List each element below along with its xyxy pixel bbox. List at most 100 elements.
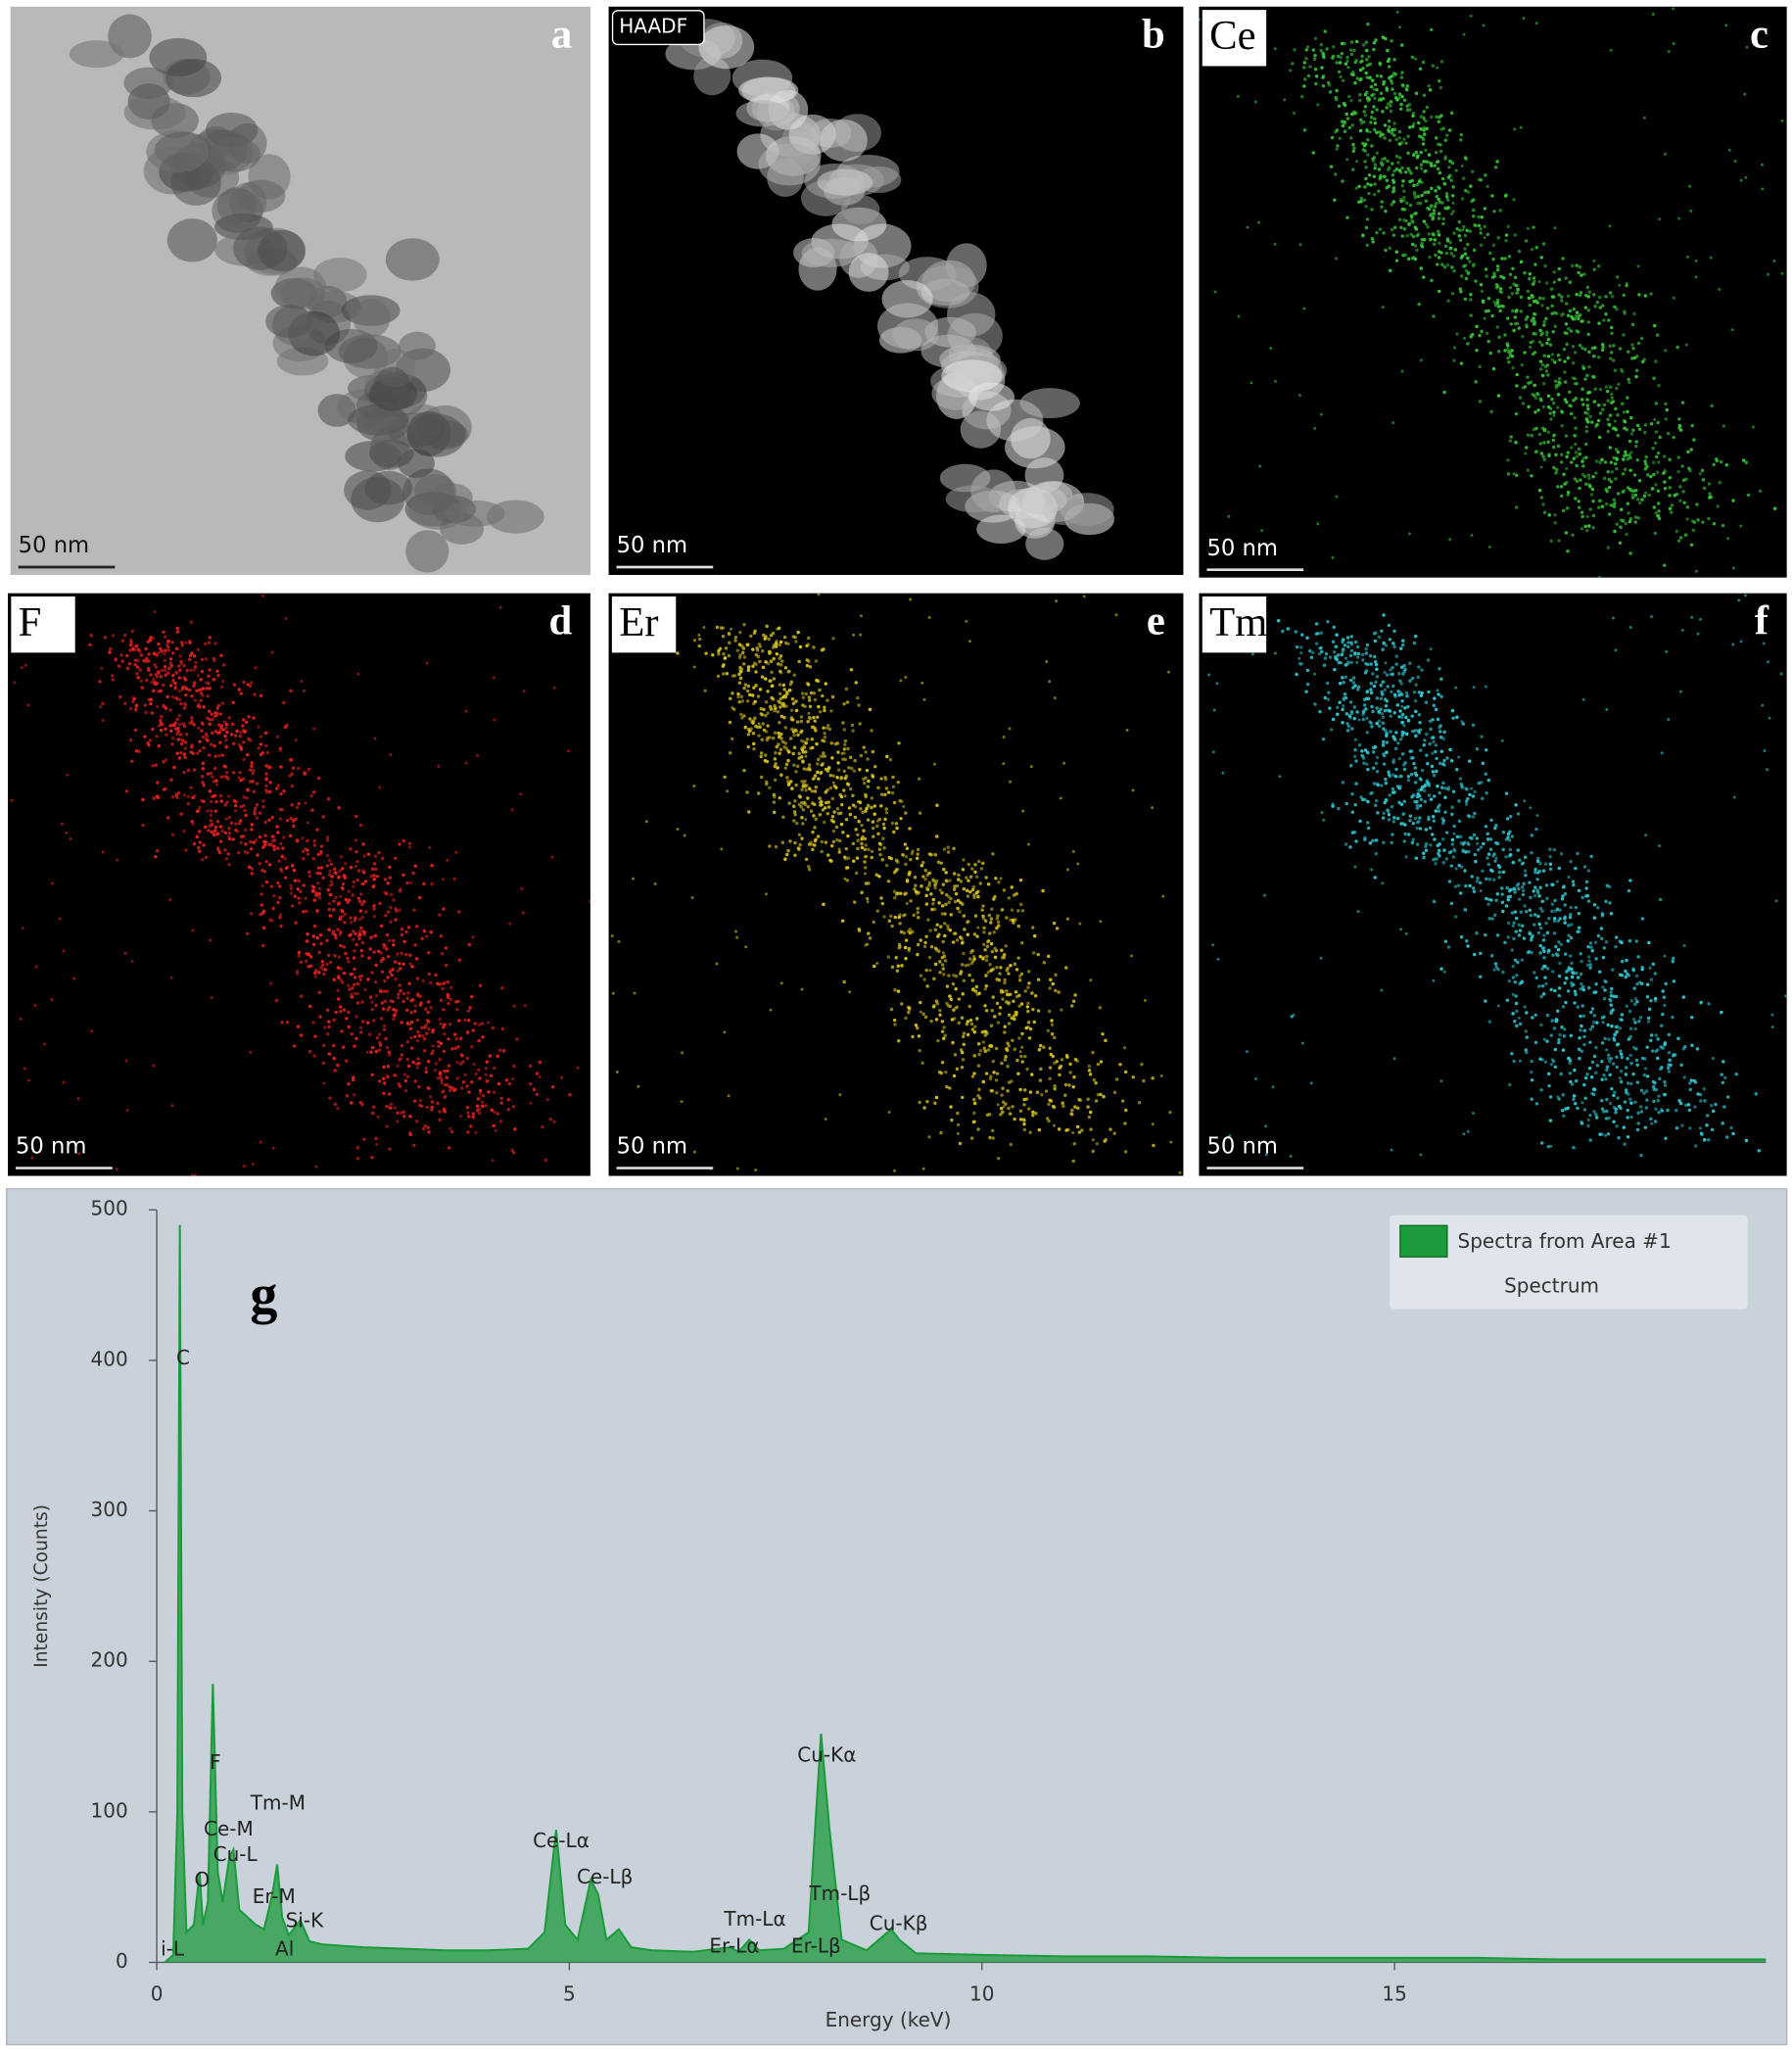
dot — [761, 665, 766, 670]
dot — [1073, 1105, 1077, 1109]
dot — [692, 665, 696, 669]
dot — [1066, 868, 1069, 872]
dot — [961, 992, 966, 996]
dot — [966, 1020, 970, 1024]
dot — [957, 997, 962, 1001]
dot — [207, 641, 212, 644]
dot — [927, 955, 932, 960]
dot — [1695, 502, 1699, 506]
dot — [900, 1002, 904, 1006]
dot — [812, 814, 816, 818]
dot — [765, 738, 770, 742]
dot — [1458, 287, 1463, 291]
dot — [331, 1043, 336, 1048]
dot — [1561, 1093, 1565, 1097]
dot — [128, 706, 133, 711]
dot — [1213, 290, 1217, 294]
particle — [419, 420, 468, 448]
dot — [389, 1102, 394, 1106]
particle — [385, 238, 440, 281]
dot — [1273, 47, 1277, 51]
dot — [1575, 479, 1580, 484]
dot — [454, 1000, 458, 1004]
dot — [941, 882, 946, 886]
dot — [1458, 228, 1462, 233]
dot — [170, 794, 175, 799]
dot — [1739, 524, 1743, 528]
dot — [851, 729, 855, 733]
dot — [1372, 127, 1377, 132]
dot — [202, 745, 206, 750]
dot — [765, 624, 769, 629]
dot — [109, 646, 113, 651]
dot — [273, 844, 277, 848]
dot — [1685, 517, 1689, 521]
dot — [1391, 87, 1394, 91]
dot — [231, 837, 235, 841]
dot — [1560, 295, 1564, 299]
dot — [722, 663, 726, 667]
dot — [831, 829, 836, 834]
dot — [1053, 1087, 1057, 1091]
dot — [1366, 182, 1370, 186]
dot — [911, 849, 915, 853]
dot — [1423, 169, 1427, 173]
dot — [467, 1090, 471, 1094]
dot — [838, 811, 843, 816]
dot — [821, 808, 825, 812]
dot — [812, 802, 817, 807]
dot — [461, 1060, 465, 1064]
dot — [311, 934, 316, 938]
dot — [1071, 849, 1075, 853]
dot — [972, 1054, 976, 1058]
dot — [340, 885, 345, 889]
dot — [227, 836, 232, 841]
dot — [783, 641, 788, 645]
dot — [1313, 426, 1317, 430]
dot — [260, 751, 265, 755]
dot — [177, 756, 182, 760]
dot — [146, 659, 151, 663]
dot — [938, 971, 942, 975]
dot — [1587, 476, 1591, 481]
dot — [498, 1120, 503, 1123]
dot — [830, 694, 835, 699]
dot — [976, 859, 981, 864]
dot — [151, 764, 155, 768]
dot — [1058, 1073, 1061, 1077]
dot — [932, 907, 937, 912]
dot — [1550, 311, 1554, 316]
dot — [1539, 367, 1543, 371]
dot — [234, 809, 238, 813]
dot — [360, 915, 365, 920]
dot — [829, 843, 834, 848]
dot — [1450, 292, 1455, 296]
dot — [317, 950, 321, 955]
dot — [334, 1010, 338, 1015]
dot — [794, 640, 798, 644]
dot — [192, 668, 197, 672]
dot — [976, 1127, 980, 1131]
dot — [1528, 881, 1532, 884]
dot — [271, 1146, 275, 1150]
dot — [752, 747, 756, 751]
dot — [954, 975, 959, 978]
dot — [844, 818, 849, 822]
dot — [528, 1081, 533, 1086]
dot — [179, 812, 183, 816]
dot — [1399, 102, 1403, 107]
dot — [849, 668, 854, 672]
dot — [897, 915, 901, 920]
dot — [1477, 215, 1481, 219]
dot — [138, 668, 142, 672]
dot — [210, 712, 213, 716]
dot — [330, 875, 334, 879]
dot — [883, 792, 887, 797]
dot — [1563, 398, 1568, 402]
dot — [1047, 1009, 1052, 1014]
dot — [1548, 411, 1552, 415]
dot — [1569, 859, 1573, 864]
dot — [224, 857, 229, 861]
dot — [447, 1064, 451, 1068]
dot — [785, 780, 790, 784]
